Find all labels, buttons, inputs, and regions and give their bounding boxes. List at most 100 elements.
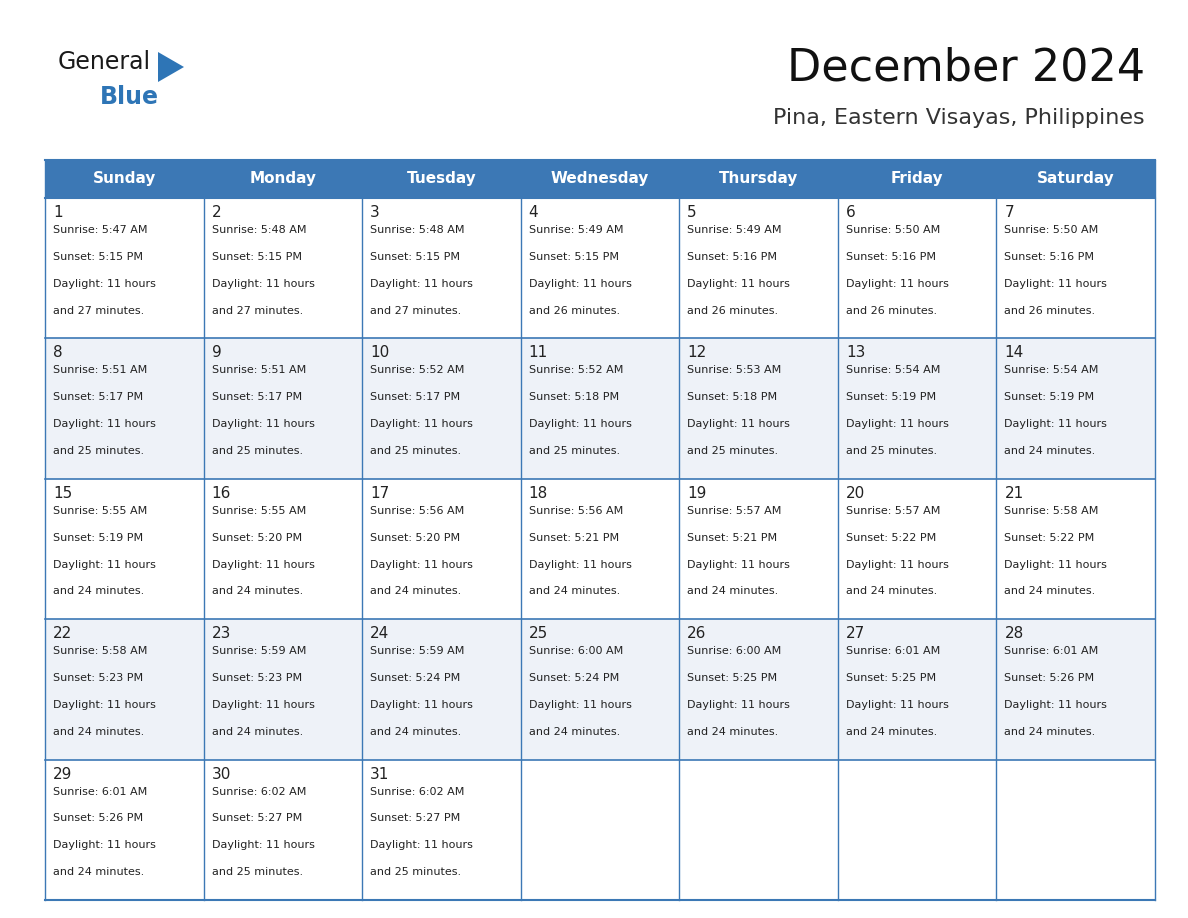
Text: Sunrise: 5:49 AM: Sunrise: 5:49 AM: [688, 225, 782, 235]
Text: 31: 31: [371, 767, 390, 781]
Text: and 24 minutes.: and 24 minutes.: [371, 587, 461, 597]
Text: Daylight: 11 hours: Daylight: 11 hours: [53, 700, 156, 710]
Text: and 26 minutes.: and 26 minutes.: [529, 306, 620, 316]
Text: Sunrise: 6:00 AM: Sunrise: 6:00 AM: [529, 646, 623, 656]
Text: Sunset: 5:15 PM: Sunset: 5:15 PM: [53, 252, 143, 262]
Text: Sunset: 5:27 PM: Sunset: 5:27 PM: [211, 813, 302, 823]
Text: Daylight: 11 hours: Daylight: 11 hours: [1004, 559, 1107, 569]
Text: and 25 minutes.: and 25 minutes.: [53, 446, 144, 456]
Text: Wednesday: Wednesday: [551, 172, 649, 186]
Bar: [838, 198, 997, 339]
Text: Sunrise: 6:00 AM: Sunrise: 6:00 AM: [688, 646, 782, 656]
Text: 22: 22: [53, 626, 72, 641]
Bar: [680, 479, 838, 620]
Text: Sunset: 5:17 PM: Sunset: 5:17 PM: [53, 392, 143, 402]
Bar: [997, 479, 1155, 620]
Text: and 24 minutes.: and 24 minutes.: [1004, 446, 1095, 456]
Text: and 27 minutes.: and 27 minutes.: [371, 306, 461, 316]
Text: 3: 3: [371, 205, 380, 220]
Text: Sunset: 5:19 PM: Sunset: 5:19 PM: [53, 532, 143, 543]
Text: and 24 minutes.: and 24 minutes.: [529, 587, 620, 597]
Text: 16: 16: [211, 486, 230, 501]
Text: Daylight: 11 hours: Daylight: 11 hours: [688, 700, 790, 710]
Bar: [997, 620, 1155, 759]
Text: Sunset: 5:16 PM: Sunset: 5:16 PM: [688, 252, 777, 262]
Text: 7: 7: [1004, 205, 1015, 220]
Bar: [45, 339, 203, 479]
Text: and 25 minutes.: and 25 minutes.: [211, 446, 303, 456]
Text: Sunset: 5:15 PM: Sunset: 5:15 PM: [211, 252, 302, 262]
Text: Daylight: 11 hours: Daylight: 11 hours: [846, 559, 949, 569]
Text: 30: 30: [211, 767, 230, 781]
Text: and 24 minutes.: and 24 minutes.: [846, 727, 937, 737]
Bar: [45, 198, 203, 339]
Text: Daylight: 11 hours: Daylight: 11 hours: [371, 559, 473, 569]
Text: Sunrise: 5:58 AM: Sunrise: 5:58 AM: [53, 646, 147, 656]
Text: 14: 14: [1004, 345, 1024, 361]
Text: Sunrise: 5:49 AM: Sunrise: 5:49 AM: [529, 225, 624, 235]
Text: Daylight: 11 hours: Daylight: 11 hours: [1004, 279, 1107, 288]
Text: Sunrise: 5:48 AM: Sunrise: 5:48 AM: [211, 225, 307, 235]
Text: Sunrise: 6:01 AM: Sunrise: 6:01 AM: [1004, 646, 1099, 656]
Text: Daylight: 11 hours: Daylight: 11 hours: [688, 279, 790, 288]
Text: Pina, Eastern Visayas, Philippines: Pina, Eastern Visayas, Philippines: [773, 108, 1145, 128]
Text: Sunrise: 5:52 AM: Sunrise: 5:52 AM: [529, 365, 623, 375]
Text: and 25 minutes.: and 25 minutes.: [529, 446, 620, 456]
Bar: [362, 620, 520, 759]
Text: Daylight: 11 hours: Daylight: 11 hours: [211, 420, 315, 429]
Text: Sunset: 5:19 PM: Sunset: 5:19 PM: [1004, 392, 1094, 402]
Text: Sunset: 5:18 PM: Sunset: 5:18 PM: [688, 392, 777, 402]
Text: Sunrise: 5:50 AM: Sunrise: 5:50 AM: [846, 225, 940, 235]
Bar: [362, 479, 520, 620]
Text: Sunrise: 5:54 AM: Sunrise: 5:54 AM: [1004, 365, 1099, 375]
Text: and 24 minutes.: and 24 minutes.: [529, 727, 620, 737]
Text: Sunset: 5:23 PM: Sunset: 5:23 PM: [211, 673, 302, 683]
Text: and 24 minutes.: and 24 minutes.: [1004, 727, 1095, 737]
Text: Sunrise: 5:59 AM: Sunrise: 5:59 AM: [211, 646, 307, 656]
Text: and 25 minutes.: and 25 minutes.: [371, 868, 461, 878]
Bar: [45, 479, 203, 620]
Text: and 24 minutes.: and 24 minutes.: [211, 727, 303, 737]
Text: Sunset: 5:26 PM: Sunset: 5:26 PM: [1004, 673, 1094, 683]
Text: Sunday: Sunday: [93, 172, 156, 186]
Bar: [203, 620, 362, 759]
Text: General: General: [58, 50, 151, 74]
Text: 26: 26: [688, 626, 707, 641]
Text: Sunrise: 5:57 AM: Sunrise: 5:57 AM: [846, 506, 940, 516]
Text: and 24 minutes.: and 24 minutes.: [211, 587, 303, 597]
Text: Blue: Blue: [100, 85, 159, 109]
Text: Daylight: 11 hours: Daylight: 11 hours: [1004, 420, 1107, 429]
Bar: [997, 339, 1155, 479]
Text: 18: 18: [529, 486, 548, 501]
Text: Friday: Friday: [891, 172, 943, 186]
Text: Sunrise: 6:01 AM: Sunrise: 6:01 AM: [53, 787, 147, 797]
Bar: [520, 479, 680, 620]
Text: 19: 19: [688, 486, 707, 501]
Text: 9: 9: [211, 345, 221, 361]
Text: Sunset: 5:24 PM: Sunset: 5:24 PM: [371, 673, 461, 683]
Text: and 24 minutes.: and 24 minutes.: [846, 587, 937, 597]
Text: Daylight: 11 hours: Daylight: 11 hours: [529, 279, 632, 288]
Text: Sunset: 5:15 PM: Sunset: 5:15 PM: [529, 252, 619, 262]
Bar: [203, 198, 362, 339]
Text: Sunset: 5:23 PM: Sunset: 5:23 PM: [53, 673, 143, 683]
Text: Sunset: 5:25 PM: Sunset: 5:25 PM: [688, 673, 777, 683]
Text: Daylight: 11 hours: Daylight: 11 hours: [529, 559, 632, 569]
Text: and 26 minutes.: and 26 minutes.: [846, 306, 937, 316]
Text: and 24 minutes.: and 24 minutes.: [371, 727, 461, 737]
Text: 29: 29: [53, 767, 72, 781]
Text: and 25 minutes.: and 25 minutes.: [846, 446, 937, 456]
Text: Daylight: 11 hours: Daylight: 11 hours: [211, 279, 315, 288]
Text: 10: 10: [371, 345, 390, 361]
Text: 8: 8: [53, 345, 63, 361]
Bar: [520, 198, 680, 339]
Text: Daylight: 11 hours: Daylight: 11 hours: [688, 559, 790, 569]
Text: Daylight: 11 hours: Daylight: 11 hours: [53, 279, 156, 288]
Bar: [203, 160, 362, 198]
Bar: [680, 198, 838, 339]
Bar: [680, 620, 838, 759]
Text: Sunrise: 5:53 AM: Sunrise: 5:53 AM: [688, 365, 782, 375]
Bar: [838, 160, 997, 198]
Text: Daylight: 11 hours: Daylight: 11 hours: [53, 420, 156, 429]
Text: and 26 minutes.: and 26 minutes.: [1004, 306, 1095, 316]
